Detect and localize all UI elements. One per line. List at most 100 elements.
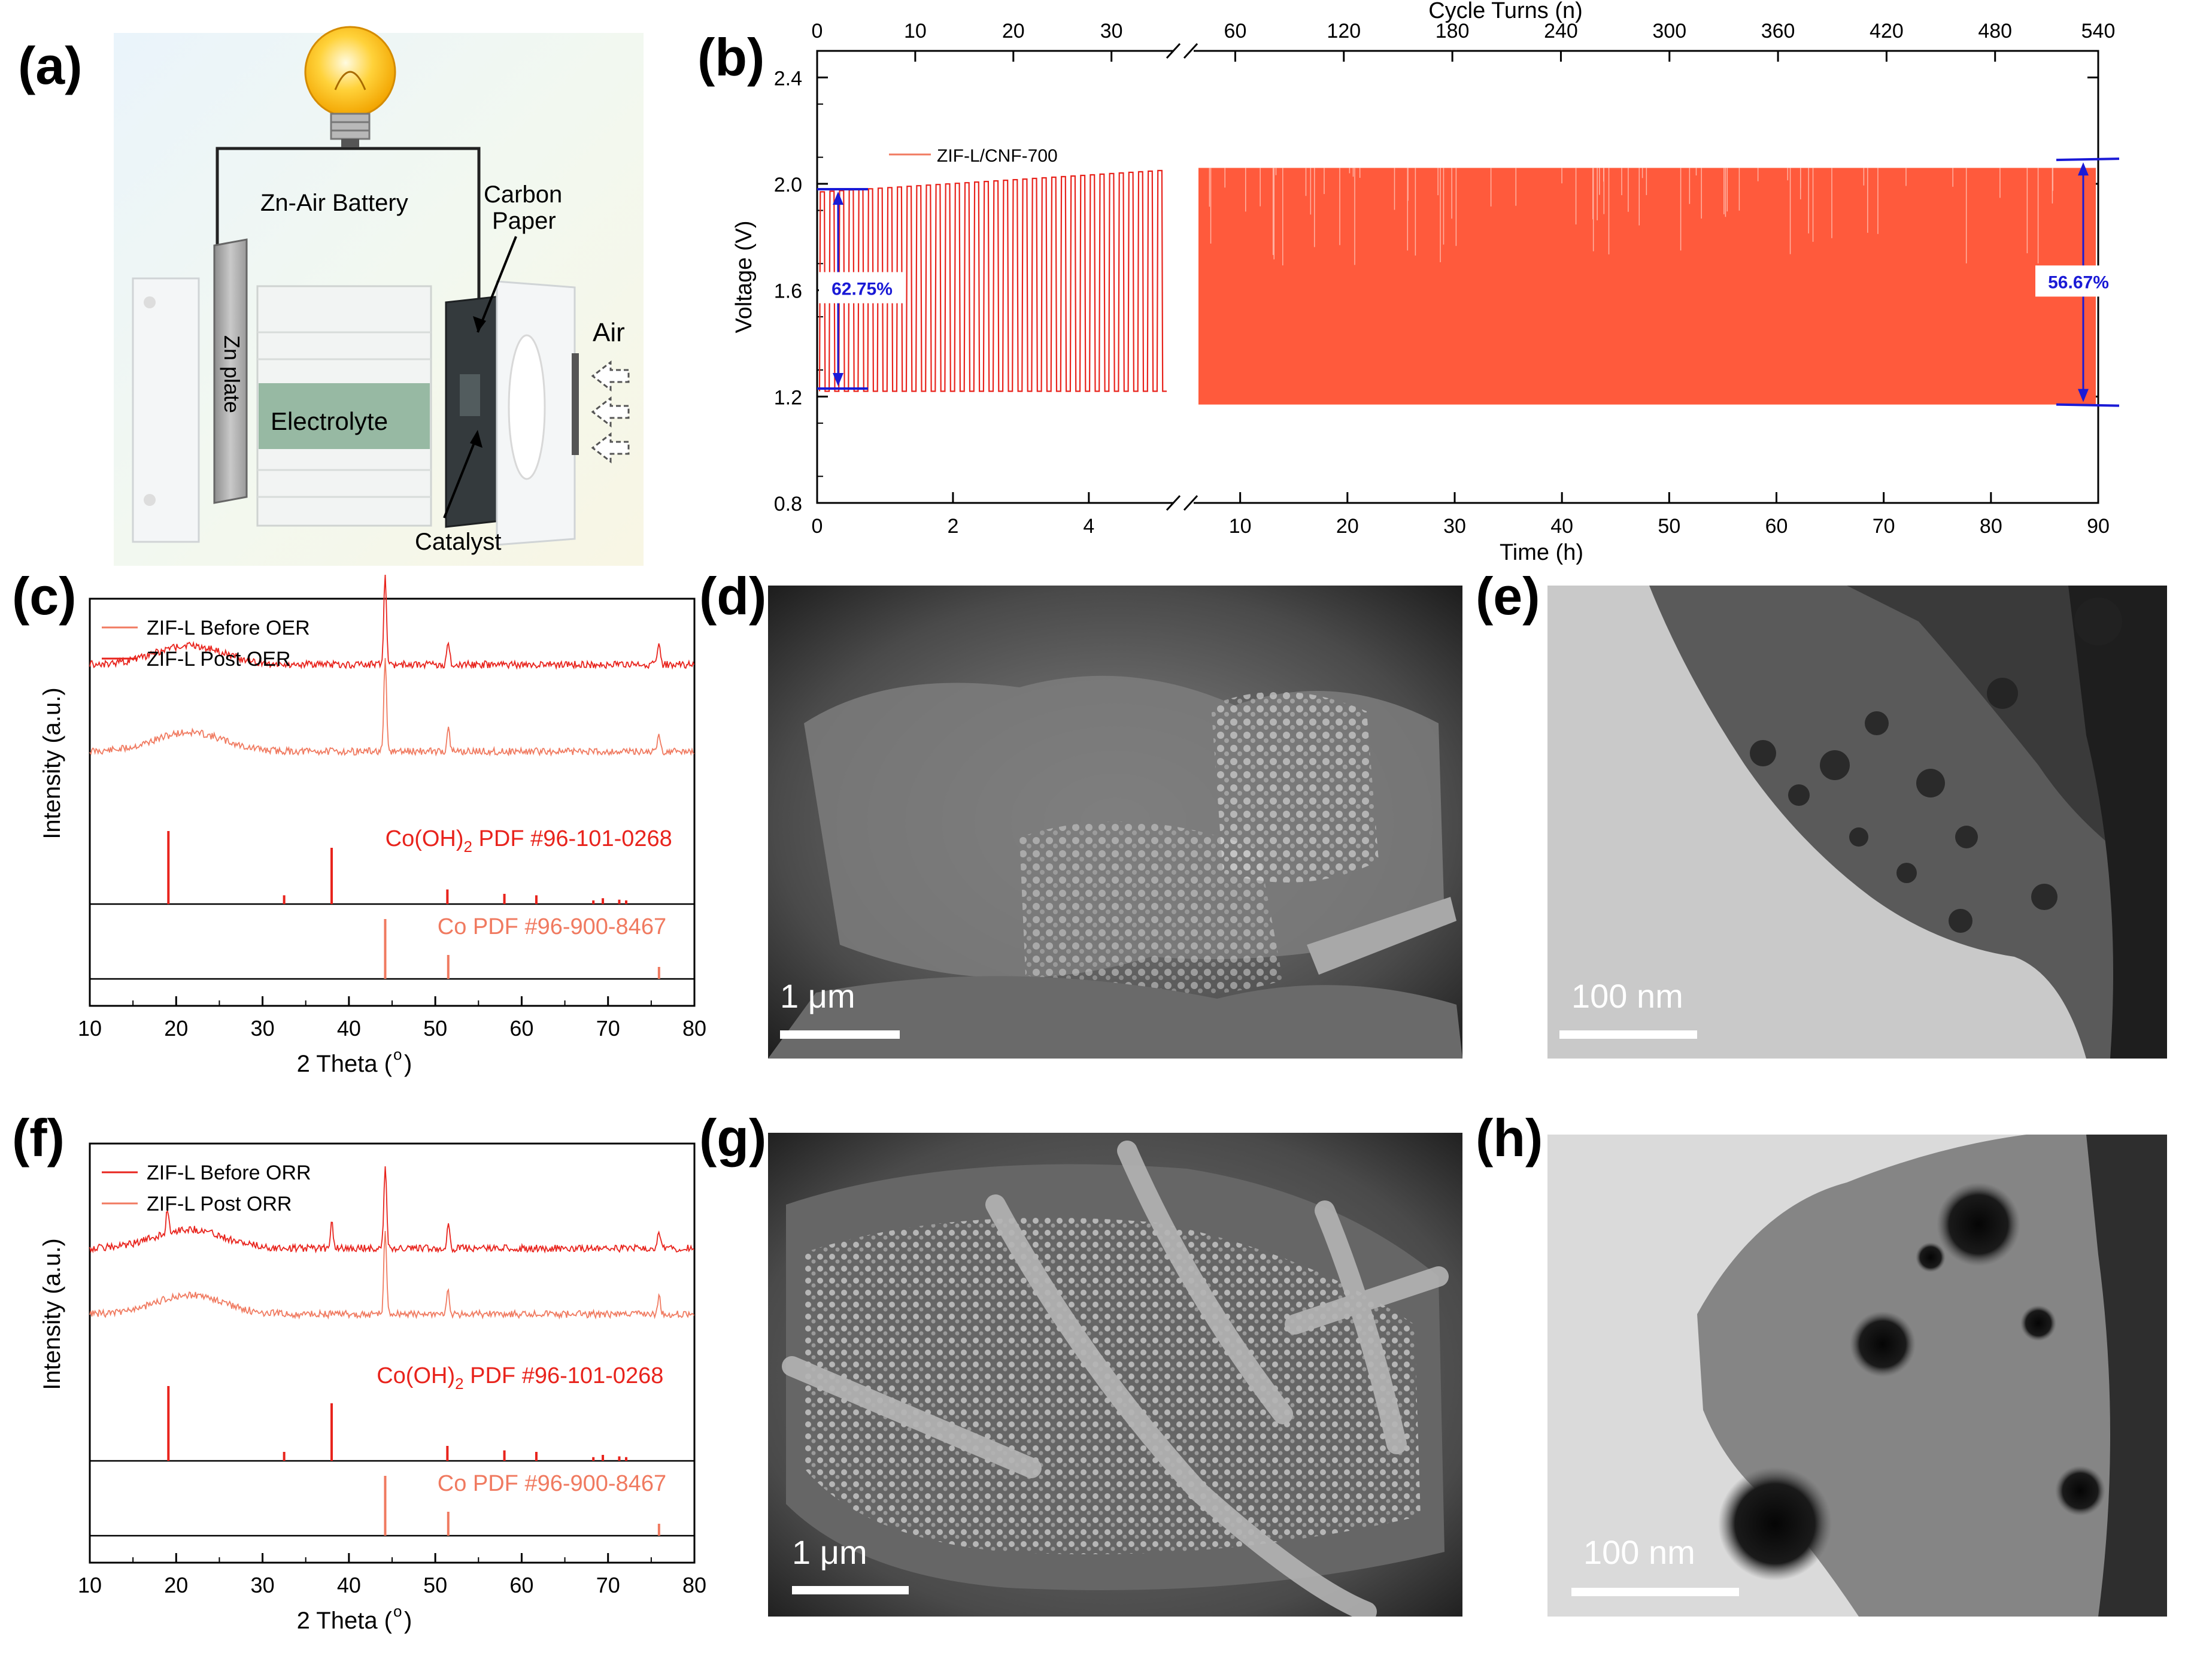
annotation-1-label: 62.75% — [832, 279, 893, 299]
x-axis-label: Time (h) — [1500, 540, 1583, 565]
x-axis-degree: o — [393, 1602, 402, 1620]
panel-label-e: (e) — [1476, 566, 1540, 626]
x2-tick-label: 10 — [904, 20, 927, 43]
annotation-1-arrowhead-bottom — [833, 373, 843, 387]
x-tick-label: 50 — [1658, 515, 1680, 538]
series-line-upper — [89, 1166, 694, 1254]
x-tick-label: 40 — [1550, 515, 1573, 538]
x-tick-label: 50 — [423, 1016, 447, 1041]
x-tick-label: 60 — [509, 1573, 533, 1597]
tem-image-h: 100 nm — [1547, 1135, 2167, 1617]
x2-tick-label: 540 — [2081, 20, 2116, 43]
scale-label-h: 100 nm — [1583, 1533, 1695, 1571]
sem-image-d: 1 μm — [768, 586, 1462, 1059]
x-tick-label: 40 — [337, 1016, 361, 1041]
x-axis-label-pre: 2 Theta ( — [297, 1051, 393, 1077]
scale-bar-d — [780, 1030, 900, 1039]
x-tick-label: 60 — [1765, 515, 1788, 538]
x2-tick-label: 20 — [1002, 20, 1025, 43]
x2-tick-label: 180 — [1436, 20, 1470, 43]
x-axis-label-pre: 2 Theta ( — [297, 1608, 393, 1634]
y-axis-label: Voltage (V) — [732, 221, 757, 333]
scale-label-d: 1 μm — [780, 977, 855, 1015]
x-tick-label: 30 — [251, 1573, 275, 1597]
panel-label-h: (h) — [1476, 1108, 1543, 1167]
axis-break-mark — [1166, 43, 1181, 59]
reference-label-cooh2: Co(OH)2 PDF #96-101-0268 — [377, 1363, 663, 1393]
y-tick-label: 0.8 — [774, 493, 802, 515]
sem-image-g: 1 μm — [768, 1133, 1462, 1617]
panel-label-d: (d) — [699, 566, 767, 626]
x-tick-label: 80 — [682, 1016, 706, 1041]
x-tick-label: 70 — [596, 1016, 620, 1041]
x-tick-label: 20 — [164, 1573, 188, 1597]
light-bulb-icon — [304, 26, 396, 147]
reference-label-sub: 2 — [455, 1375, 463, 1393]
annotation-2-top — [2056, 157, 2120, 162]
series-line-segment1 — [818, 169, 1167, 392]
left-frame — [132, 277, 200, 543]
legend-label: ZIF-L Post OER — [147, 648, 291, 671]
x2-tick-label: 480 — [1978, 20, 2012, 43]
air-label: Air — [593, 318, 625, 347]
x-axis-label-post: ) — [404, 1051, 412, 1077]
x2-tick-label: 0 — [812, 20, 823, 43]
y-tick-label: 1.2 — [774, 386, 802, 409]
x-tick-label: 20 — [164, 1016, 188, 1041]
x-tick-label: 10 — [78, 1016, 102, 1041]
carbon-paper-label-1: Carbon — [484, 181, 562, 208]
legend-label: ZIF-L Post ORR — [147, 1193, 292, 1215]
series-band-segment2 — [1198, 168, 2096, 405]
annotation-2-label-bg — [2035, 265, 2122, 297]
reference-label-sub: 2 — [464, 838, 472, 856]
y-tick-label: 2.0 — [774, 174, 802, 196]
catalyst-pointer — [443, 433, 479, 518]
x-tick-label: 2 — [947, 515, 958, 538]
x2-tick-label: 60 — [1224, 20, 1247, 43]
x-tick-label: 4 — [1083, 515, 1094, 538]
axis-break-mark — [1166, 495, 1181, 511]
panel-label-g: (g) — [699, 1108, 767, 1167]
zn-plate — [213, 238, 248, 504]
scale-label-g: 1 μm — [792, 1533, 867, 1571]
x2-tick-label: 240 — [1544, 20, 1578, 43]
reference-label-co: Co PDF #96-900-8467 — [438, 914, 666, 939]
series-line-lower — [89, 1231, 695, 1320]
x2-axis-label: Cycle Turns (n) — [1428, 0, 1583, 23]
y-tick-label: 2.4 — [774, 67, 802, 90]
series-line-lower — [89, 658, 694, 757]
x-tick-label: 80 — [682, 1573, 706, 1597]
x-tick-label: 0 — [812, 515, 823, 538]
panel-label-a: (a) — [18, 36, 83, 95]
carbon-paper-arrowhead — [473, 316, 486, 332]
zn-plate-label: Zn plate — [220, 335, 244, 413]
scale-bar-g — [792, 1586, 909, 1594]
legend-label: ZIF-L Before OER — [147, 617, 310, 639]
axis-break-mark — [1183, 495, 1198, 511]
catalyst-label: Catalyst — [415, 529, 502, 555]
y-axis-label: Intensity (a.u.) — [39, 1238, 65, 1390]
x-tick-label: 60 — [509, 1016, 533, 1041]
circuit-wire — [216, 147, 481, 320]
battery-label: Zn-Air Battery — [260, 190, 408, 216]
annotation-2-arrowhead-top — [2078, 162, 2089, 176]
electrolyte-region — [259, 383, 430, 449]
panel-a-schematic: (a) Zn-Air Battery Electrolyte Zn plate — [18, 26, 644, 566]
y-axis-label: Intensity (a.u.) — [39, 687, 65, 839]
panel-label-f: (f) — [12, 1108, 65, 1167]
catalyst-arrowhead — [470, 430, 482, 448]
x-tick-label: 30 — [251, 1016, 275, 1041]
tem-image-e: 100 nm — [1547, 586, 2167, 1059]
x-tick-label: 10 — [1229, 515, 1252, 538]
x-tick-label: 50 — [423, 1573, 447, 1597]
legend-label: ZIF-L Before ORR — [147, 1162, 311, 1184]
scale-bar-h — [1571, 1588, 1739, 1596]
carbon-paper-pointer — [477, 236, 517, 333]
x-tick-label: 40 — [337, 1573, 361, 1597]
annotation-1-arrowhead-top — [833, 191, 843, 205]
x2-tick-label: 120 — [1327, 20, 1361, 43]
reference-label-post: PDF #96-101-0268 — [472, 826, 672, 851]
x-tick-label: 70 — [1873, 515, 1895, 538]
xrd-orr-chart: 10 20 30 40 50 60 70 80 2 Theta (o) Intensity (a.… — [39, 1142, 706, 1634]
reference-label-cooh2: Co(OH)2 PDF #96-101-0268 — [386, 826, 672, 856]
